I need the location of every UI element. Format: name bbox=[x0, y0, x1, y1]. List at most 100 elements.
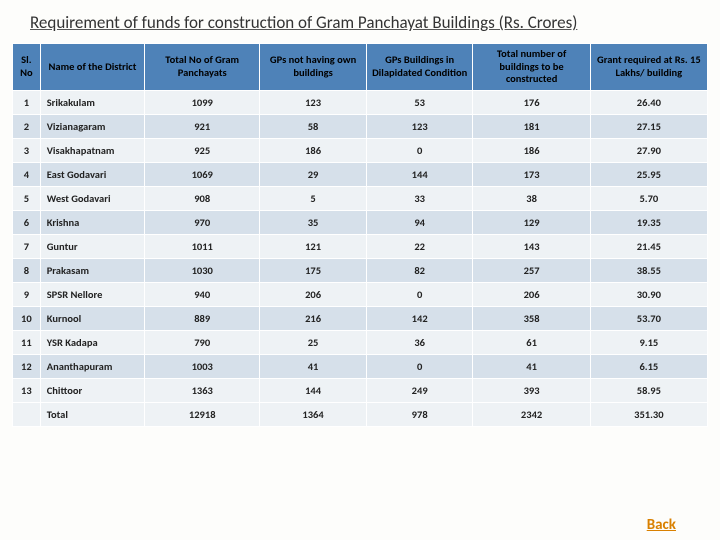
col-district: Name of the District bbox=[40, 44, 144, 91]
table-row: 8Prakasam10301758225738.55 bbox=[13, 258, 708, 282]
table-row: 7Guntur10111212214321.45 bbox=[13, 234, 708, 258]
table-row: 10Kurnool88921614235853.70 bbox=[13, 306, 708, 330]
cell-dilap: 36 bbox=[366, 330, 473, 354]
cell-dilap: 144 bbox=[366, 162, 473, 186]
cell-noown: 216 bbox=[260, 306, 367, 330]
cell-noown: 144 bbox=[260, 378, 367, 402]
cell-gp: 908 bbox=[145, 186, 260, 210]
cell-grant: 351.30 bbox=[590, 402, 707, 426]
cell-tot: 38 bbox=[473, 186, 590, 210]
cell-dilap: 53 bbox=[366, 90, 473, 114]
cell-grant: 21.45 bbox=[590, 234, 707, 258]
cell-tot: 186 bbox=[473, 138, 590, 162]
cell-gp: 1003 bbox=[145, 354, 260, 378]
cell-gp: 790 bbox=[145, 330, 260, 354]
cell-gp: 1099 bbox=[145, 90, 260, 114]
cell-dilap: 249 bbox=[366, 378, 473, 402]
table-row: 13Chittoor136314424939358.95 bbox=[13, 378, 708, 402]
cell-tot: 41 bbox=[473, 354, 590, 378]
slide: Requirement of funds for construction of… bbox=[0, 0, 720, 540]
col-dilap: GPs Buildings in Dilapidated Condition bbox=[366, 44, 473, 91]
cell-grant: 25.95 bbox=[590, 162, 707, 186]
table-row: 6Krishna970359412919.35 bbox=[13, 210, 708, 234]
cell-slno: 10 bbox=[13, 306, 41, 330]
cell-district: East Godavari bbox=[40, 162, 144, 186]
cell-noown: 186 bbox=[260, 138, 367, 162]
cell-tot: 173 bbox=[473, 162, 590, 186]
cell-slno: 13 bbox=[13, 378, 41, 402]
cell-grant: 26.40 bbox=[590, 90, 707, 114]
cell-grant: 53.70 bbox=[590, 306, 707, 330]
table-header: Sl. No Name of the District Total No of … bbox=[13, 44, 708, 91]
table-row: 4East Godavari10692914417325.95 bbox=[13, 162, 708, 186]
cell-grant: 9.15 bbox=[590, 330, 707, 354]
col-no-own: GPs not having own buildings bbox=[260, 44, 367, 91]
cell-tot: 61 bbox=[473, 330, 590, 354]
cell-district: Vizianagaram bbox=[40, 114, 144, 138]
cell-tot: 358 bbox=[473, 306, 590, 330]
cell-slno: 4 bbox=[13, 162, 41, 186]
cell-noown: 1364 bbox=[260, 402, 367, 426]
col-total-gp: Total No of Gram Panchayats bbox=[145, 44, 260, 91]
cell-gp: 1069 bbox=[145, 162, 260, 186]
back-link[interactable]: Back bbox=[647, 516, 676, 534]
cell-noown: 58 bbox=[260, 114, 367, 138]
cell-district: Ananthapuram bbox=[40, 354, 144, 378]
cell-noown: 123 bbox=[260, 90, 367, 114]
cell-gp: 940 bbox=[145, 282, 260, 306]
cell-slno: 3 bbox=[13, 138, 41, 162]
cell-dilap: 82 bbox=[366, 258, 473, 282]
cell-gp: 925 bbox=[145, 138, 260, 162]
cell-noown: 25 bbox=[260, 330, 367, 354]
cell-gp: 889 bbox=[145, 306, 260, 330]
cell-tot: 181 bbox=[473, 114, 590, 138]
page-title: Requirement of funds for construction of… bbox=[30, 12, 708, 33]
cell-dilap: 0 bbox=[366, 354, 473, 378]
cell-noown: 5 bbox=[260, 186, 367, 210]
cell-noown: 35 bbox=[260, 210, 367, 234]
col-slno: Sl. No bbox=[13, 44, 41, 91]
table-row: 9SPSR Nellore940206020630.90 bbox=[13, 282, 708, 306]
cell-dilap: 142 bbox=[366, 306, 473, 330]
cell-tot: 143 bbox=[473, 234, 590, 258]
cell-slno: 1 bbox=[13, 90, 41, 114]
cell-gp: 970 bbox=[145, 210, 260, 234]
cell-dilap: 123 bbox=[366, 114, 473, 138]
cell-dilap: 33 bbox=[366, 186, 473, 210]
funds-table: Sl. No Name of the District Total No of … bbox=[12, 43, 708, 427]
cell-dilap: 22 bbox=[366, 234, 473, 258]
cell-grant: 30.90 bbox=[590, 282, 707, 306]
table-row: 12Ananthapuram1003410416.15 bbox=[13, 354, 708, 378]
cell-grant: 58.95 bbox=[590, 378, 707, 402]
cell-district: West Godavari bbox=[40, 186, 144, 210]
cell-noown: 121 bbox=[260, 234, 367, 258]
cell-grant: 6.15 bbox=[590, 354, 707, 378]
table-row: 1Srikakulam10991235317626.40 bbox=[13, 90, 708, 114]
cell-district: Guntur bbox=[40, 234, 144, 258]
cell-dilap: 0 bbox=[366, 138, 473, 162]
cell-district: Visakhapatnam bbox=[40, 138, 144, 162]
cell-district: Prakasam bbox=[40, 258, 144, 282]
table-body: 1Srikakulam10991235317626.402Vizianagara… bbox=[13, 90, 708, 426]
cell-slno: 2 bbox=[13, 114, 41, 138]
cell-district: Chittoor bbox=[40, 378, 144, 402]
col-tot-build: Total number of buildings to be construc… bbox=[473, 44, 590, 91]
cell-slno: 12 bbox=[13, 354, 41, 378]
cell-slno: 6 bbox=[13, 210, 41, 234]
cell-slno: 11 bbox=[13, 330, 41, 354]
cell-slno: 8 bbox=[13, 258, 41, 282]
cell-gp: 1030 bbox=[145, 258, 260, 282]
cell-slno bbox=[13, 402, 41, 426]
cell-district: YSR Kadapa bbox=[40, 330, 144, 354]
cell-tot: 2342 bbox=[473, 402, 590, 426]
table-row: 5West Godavari908533385.70 bbox=[13, 186, 708, 210]
cell-grant: 5.70 bbox=[590, 186, 707, 210]
table-total-row: Total1291813649782342351.30 bbox=[13, 402, 708, 426]
cell-noown: 175 bbox=[260, 258, 367, 282]
cell-dilap: 94 bbox=[366, 210, 473, 234]
cell-total-label: Total bbox=[40, 402, 144, 426]
cell-tot: 393 bbox=[473, 378, 590, 402]
cell-grant: 27.15 bbox=[590, 114, 707, 138]
cell-gp: 1363 bbox=[145, 378, 260, 402]
cell-grant: 27.90 bbox=[590, 138, 707, 162]
